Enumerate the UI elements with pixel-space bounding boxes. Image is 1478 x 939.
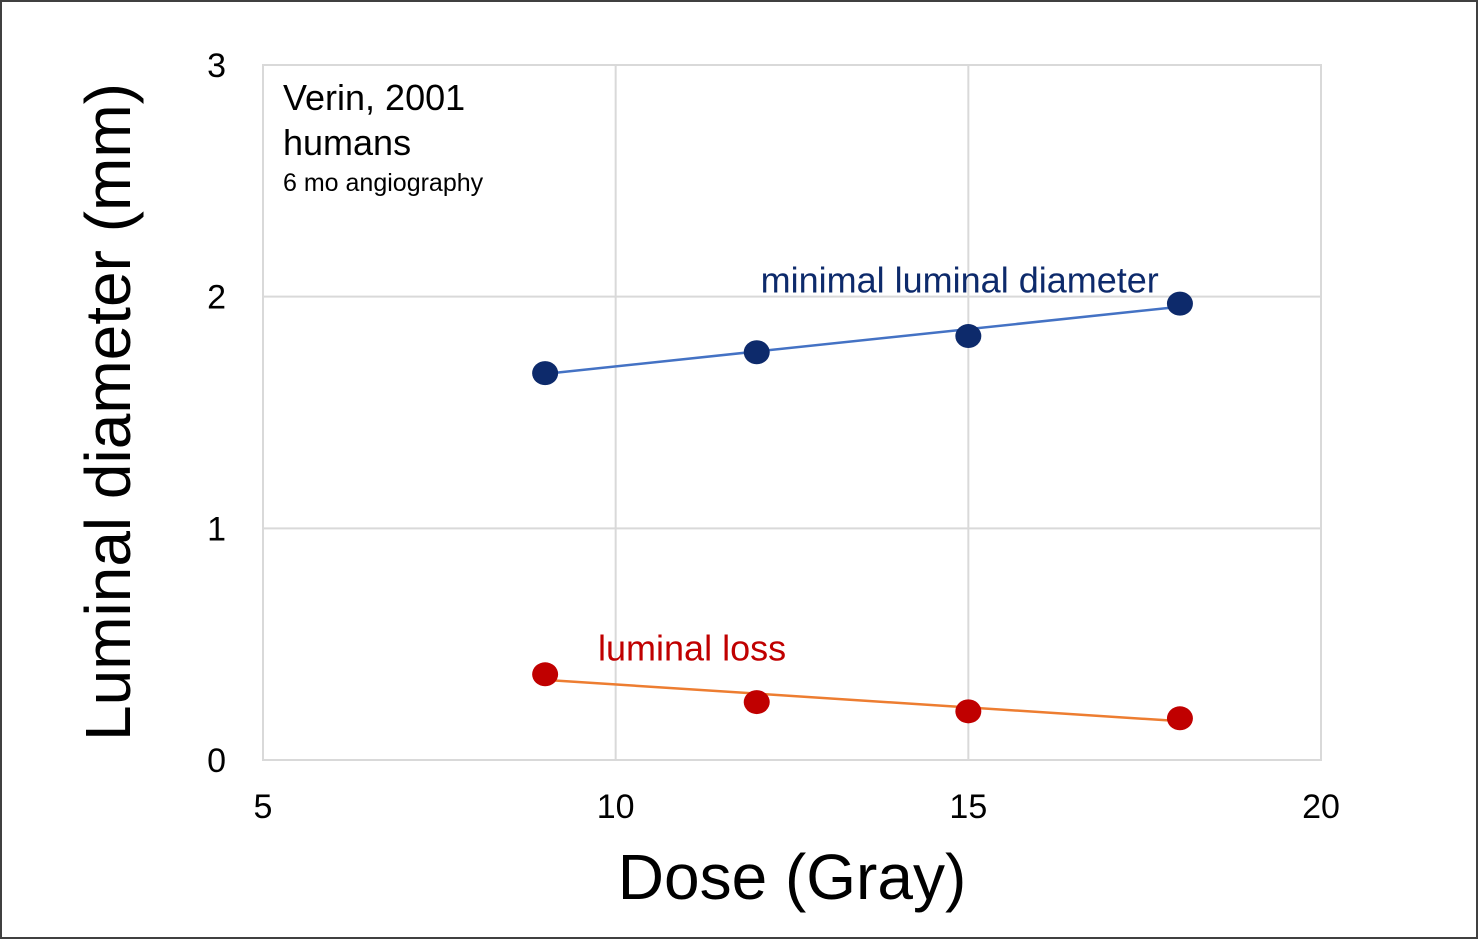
data-point-series-0 <box>743 340 770 365</box>
trendlines <box>545 305 1181 723</box>
trendline-series-1 <box>545 678 1181 723</box>
gridlines <box>263 65 1321 760</box>
data-point-series-0 <box>532 361 559 386</box>
series-label-minimal-luminal-diameter: minimal luminal diameter <box>761 260 1159 301</box>
data-point-series-1 <box>532 662 559 687</box>
x-tick-labels: 5 10 15 20 <box>254 788 1340 826</box>
x-tick-label: 15 <box>949 788 987 826</box>
annotation-line3: 6 mo angiography <box>283 169 484 197</box>
y-tick-label: 0 <box>207 742 226 780</box>
y-tick-label: 1 <box>207 510 226 548</box>
annotation-line1: Verin, 2001 <box>283 77 465 118</box>
y-tick-labels: 0 1 2 3 <box>207 47 226 780</box>
trendline-series-0 <box>545 305 1181 376</box>
annotation-line2: humans <box>283 122 411 163</box>
series-label-luminal-loss: luminal loss <box>598 627 786 668</box>
y-axis-title: Luminal diameter (mm) <box>72 83 144 741</box>
x-tick-label: 10 <box>597 788 635 826</box>
plot-area <box>262 64 1322 761</box>
data-point-series-1 <box>743 690 770 715</box>
x-tick-label: 20 <box>1302 788 1340 826</box>
x-axis-title: Dose (Gray) <box>618 841 967 913</box>
data-point-series-0 <box>955 324 982 349</box>
data-point-series-0 <box>1166 291 1193 316</box>
data-points <box>532 291 1193 731</box>
data-point-series-1 <box>1166 706 1193 731</box>
x-tick-label: 5 <box>254 788 273 826</box>
y-tick-label: 2 <box>207 279 226 317</box>
series-labels: minimal luminal diameter luminal loss <box>598 260 1159 669</box>
y-tick-label: 3 <box>207 47 226 85</box>
data-point-series-1 <box>955 699 982 724</box>
